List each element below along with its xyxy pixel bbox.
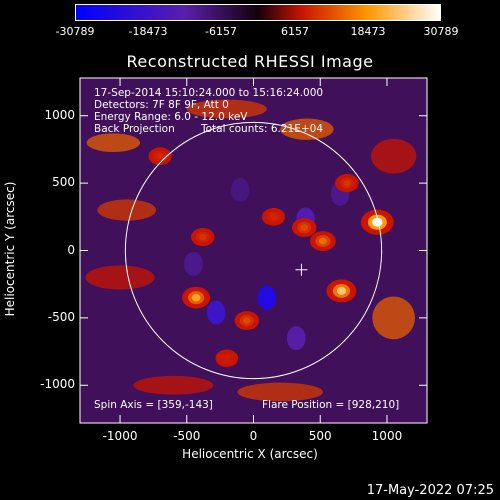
axis-ticks bbox=[80, 78, 427, 423]
source-core bbox=[199, 233, 207, 241]
x-tick-label: -1000 bbox=[102, 429, 138, 443]
y-tick-label: -1000 bbox=[40, 377, 75, 392]
info-time-range: 17-Sep-2014 15:10:24.000 to 15:16:24.000 bbox=[94, 87, 324, 99]
ripple-band bbox=[280, 118, 334, 140]
source-core bbox=[336, 286, 347, 295]
colorbar-tick-labels: -30789 -18473 -6157 6157 18473 30789 bbox=[0, 0, 500, 40]
ripple-band bbox=[237, 382, 323, 402]
negative-source bbox=[184, 251, 203, 276]
source-core bbox=[156, 153, 164, 160]
colorbar-label: 18473 bbox=[350, 25, 386, 38]
colorbar-label: 6157 bbox=[281, 25, 309, 38]
y-tick-label: 1000 bbox=[44, 107, 75, 122]
y-tick-label: 0 bbox=[67, 242, 75, 257]
source-core bbox=[243, 317, 251, 324]
ripple-band bbox=[97, 199, 157, 221]
y-tick-label: 500 bbox=[52, 175, 75, 190]
colorbar bbox=[75, 4, 441, 21]
source-core bbox=[343, 179, 351, 187]
colorbar-label: -18473 bbox=[128, 25, 168, 38]
source-core bbox=[223, 355, 231, 362]
negative-source bbox=[286, 326, 306, 351]
negative-source bbox=[206, 300, 226, 325]
solar-limb-circle bbox=[124, 121, 383, 380]
info-total-counts: Total counts: 6.21E+04 bbox=[201, 123, 324, 135]
x-axis-label: Heliocentric X (arcsec) bbox=[182, 447, 318, 461]
source-core bbox=[318, 237, 327, 245]
source-core bbox=[191, 293, 201, 302]
ripple-band bbox=[186, 99, 267, 119]
info-detectors: Detectors: 7F 8F 9F, Att 0 bbox=[94, 99, 229, 111]
negative-source bbox=[257, 285, 277, 310]
x-tick-label: 1000 bbox=[371, 429, 403, 443]
chart-title: Reconstructed RHESSI Image bbox=[126, 52, 374, 71]
info-spin-axis: Spin Axis = [359,-143] bbox=[94, 399, 213, 411]
y-tick-label: -500 bbox=[47, 309, 75, 324]
source-core bbox=[300, 224, 308, 231]
info-method: Back Projection bbox=[94, 123, 175, 135]
y-axis-label: Heliocentric Y (arcsec) bbox=[3, 181, 17, 317]
plot-background bbox=[80, 78, 427, 423]
heatmap-marks bbox=[85, 99, 417, 402]
info-energy-range: Energy Range: 6.0 - 12.0 keV bbox=[94, 111, 248, 123]
ripple-band bbox=[133, 375, 214, 395]
source-core bbox=[269, 213, 278, 220]
colorbar-label: 30789 bbox=[423, 25, 459, 38]
source-core bbox=[372, 217, 383, 227]
colorbar-label: -6157 bbox=[205, 25, 237, 38]
x-tick-label: -500 bbox=[173, 429, 201, 443]
ripple-band bbox=[85, 265, 155, 290]
colorbar-label: -30789 bbox=[55, 25, 95, 38]
ripple-band bbox=[372, 296, 415, 340]
info-flare-position: Flare Position = [928,210] bbox=[262, 399, 400, 411]
ripple-band bbox=[86, 133, 141, 153]
x-tick-label: 500 bbox=[308, 429, 332, 443]
x-tick-label: 0 bbox=[249, 429, 258, 443]
negative-source bbox=[230, 177, 250, 202]
footer-date: 17-May-2022 07:25 bbox=[366, 483, 494, 498]
ripple-band bbox=[370, 138, 417, 174]
